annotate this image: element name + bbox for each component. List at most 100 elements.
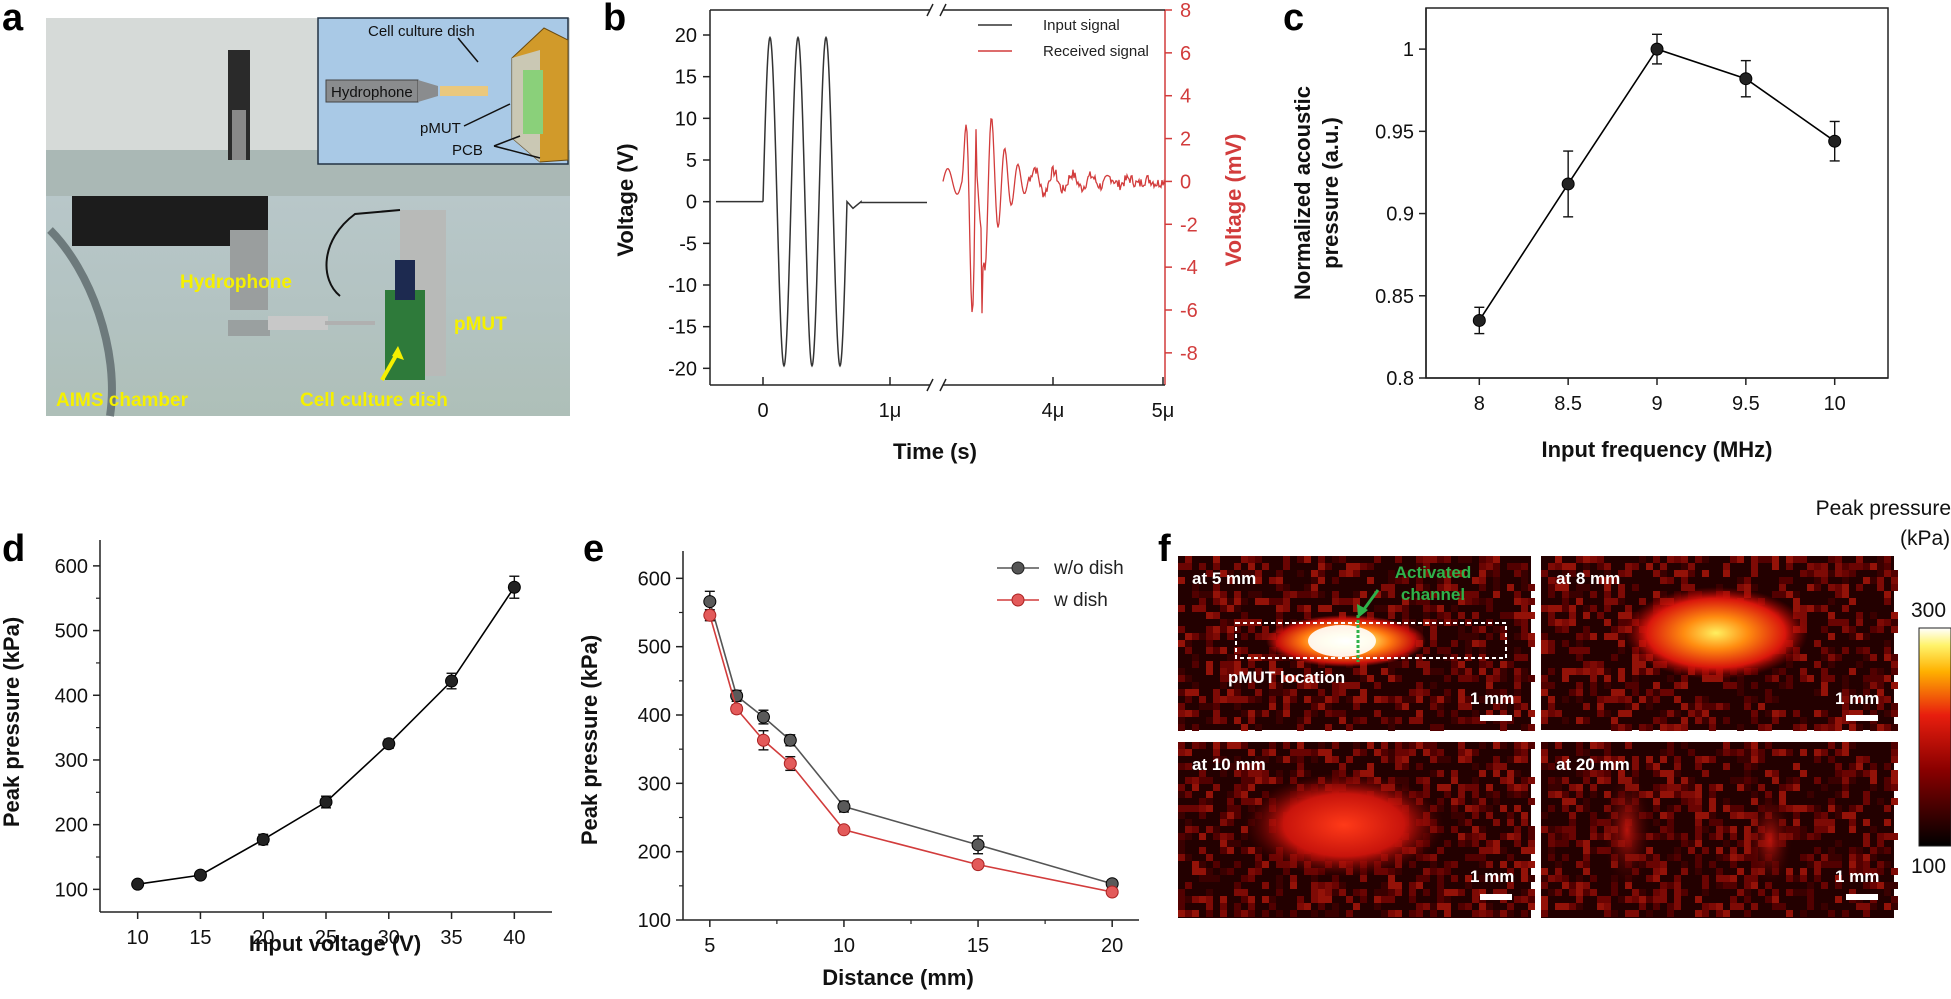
heatmap-pixel: [1681, 742, 1688, 749]
heatmap-pixel: [1751, 742, 1758, 749]
heatmap-pixel: [1639, 668, 1646, 675]
heatmap-pixel: [1388, 724, 1395, 731]
heatmap-pixel: [1632, 770, 1639, 777]
heatmap-pixel: [1877, 840, 1884, 847]
heatmap-pixel: [1367, 763, 1374, 770]
heatmap-pixel: [1716, 847, 1723, 854]
heatmap-pixel: [1681, 791, 1688, 798]
heatmap-pixel: [1416, 717, 1423, 724]
heatmap-pixel: [1213, 633, 1220, 640]
heatmap-pixel: [1555, 619, 1562, 626]
heatmap-pixel: [1835, 570, 1842, 577]
heatmap-pixel: [1625, 696, 1632, 703]
series-line: [1478, 48, 1836, 321]
heatmap-pixel: [1437, 903, 1444, 910]
heatmap-pixel: [1562, 626, 1569, 633]
heatmap-pixel: [1220, 819, 1227, 826]
heatmap-pixel: [1423, 854, 1430, 861]
heatmap-pixel: [1227, 696, 1234, 703]
heatmap-pixel: [1884, 833, 1891, 840]
heatmap-pixel: [1877, 798, 1884, 805]
heatmap-pixel: [1604, 570, 1611, 577]
heatmap-pixel: [1465, 749, 1472, 756]
heatmap-pixel: [1395, 703, 1402, 710]
heatmap-pixel: [1702, 570, 1709, 577]
heatmap-pixel: [1311, 577, 1318, 584]
heatmap-pixel: [1863, 819, 1870, 826]
heatmap-pixel: [1178, 847, 1185, 854]
heatmap-pixel: [1248, 556, 1255, 563]
heatmap-pixel: [1262, 910, 1269, 917]
heatmap-pixel: [1486, 763, 1493, 770]
heatmap-pixel: [1674, 889, 1681, 896]
c-series: [1472, 33, 1842, 335]
heatmap-pixel: [1884, 598, 1891, 605]
heatmap-pixel: [1423, 689, 1430, 696]
heatmap-pixel: [1646, 875, 1653, 882]
heatmap-pixel: [1514, 791, 1521, 798]
heatmap-pixel: [1870, 710, 1877, 717]
data-point: [507, 580, 521, 594]
heatmap-pixel: [1283, 675, 1290, 682]
x-tick-label: 8.5: [1554, 393, 1582, 415]
heatmap-pixel: [1562, 777, 1569, 784]
heatmap-pixel: [1248, 763, 1255, 770]
b-y-tick-label: 15: [675, 67, 697, 89]
heatmap-pixel: [1870, 563, 1877, 570]
heatmap-pixel: [1891, 882, 1898, 889]
heatmap-pixel: [1458, 696, 1465, 703]
heatmap-pixel: [1828, 619, 1835, 626]
heatmap-pixel: [1891, 868, 1898, 875]
heatmap-pixel: [1548, 563, 1555, 570]
heatmap-pixel: [1548, 875, 1555, 882]
heatmap-pixel: [1555, 875, 1562, 882]
heatmap-pixel: [1493, 577, 1500, 584]
heatmap-5mm: at 5 mm Activated channel pMUT location …: [1178, 556, 1535, 731]
heatmap-pixel: [1814, 805, 1821, 812]
heatmap-pixel: [1472, 826, 1479, 833]
heatmap-pixel: [1318, 749, 1325, 756]
heatmap-pixel: [1192, 584, 1199, 591]
heatmap-pixel: [1786, 889, 1793, 896]
heatmap-pixel: [1856, 724, 1863, 731]
heatmap-pixel: [1493, 570, 1500, 577]
heatmap-pixel: [1255, 861, 1262, 868]
heatmap-pixel: [1814, 584, 1821, 591]
heatmap-pixel: [1409, 889, 1416, 896]
heatmap-pixel: [1486, 805, 1493, 812]
heatmap-pixel: [1437, 882, 1444, 889]
heatmap-pixel: [1178, 854, 1185, 861]
heatmap-pixel: [1451, 875, 1458, 882]
heatmap-pixel: [1779, 668, 1786, 675]
heatmap-pixel: [1500, 696, 1507, 703]
heatmap-pixel: [1814, 819, 1821, 826]
heatmap-pixel: [1891, 777, 1898, 784]
heatmap-pixel: [1674, 896, 1681, 903]
heatmap-pixel: [1500, 910, 1507, 917]
heatmap-pixel: [1206, 661, 1213, 668]
heatmap-pixel: [1835, 882, 1842, 889]
heatmap-pixel: [1178, 889, 1185, 896]
heatmap-pixel: [1458, 675, 1465, 682]
heatmap-pixel: [1409, 896, 1416, 903]
heatmap-label: at 5 mm: [1192, 569, 1256, 588]
heatmap-pixel: [1367, 563, 1374, 570]
heatmap-pixel: [1842, 910, 1849, 917]
heatmap-pixel: [1604, 591, 1611, 598]
heatmap-pixel: [1891, 770, 1898, 777]
heatmap-pixel: [1891, 710, 1898, 717]
heatmap-pixel: [1269, 742, 1276, 749]
heatmap-pixel: [1367, 577, 1374, 584]
heatmap-pixel: [1646, 854, 1653, 861]
heatmap-pixel: [1381, 889, 1388, 896]
heatmap-pixel: [1388, 910, 1395, 917]
heatmap-pixel: [1863, 854, 1870, 861]
heatmap-pixel: [1695, 861, 1702, 868]
heatmap-pixel: [1241, 724, 1248, 731]
heatmap-pixel: [1891, 749, 1898, 756]
heatmap-pixel: [1430, 668, 1437, 675]
heatmap-pixel: [1681, 861, 1688, 868]
heatmap-pixel: [1674, 756, 1681, 763]
heatmap-pixel: [1800, 556, 1807, 563]
heatmap-pixel: [1758, 889, 1765, 896]
